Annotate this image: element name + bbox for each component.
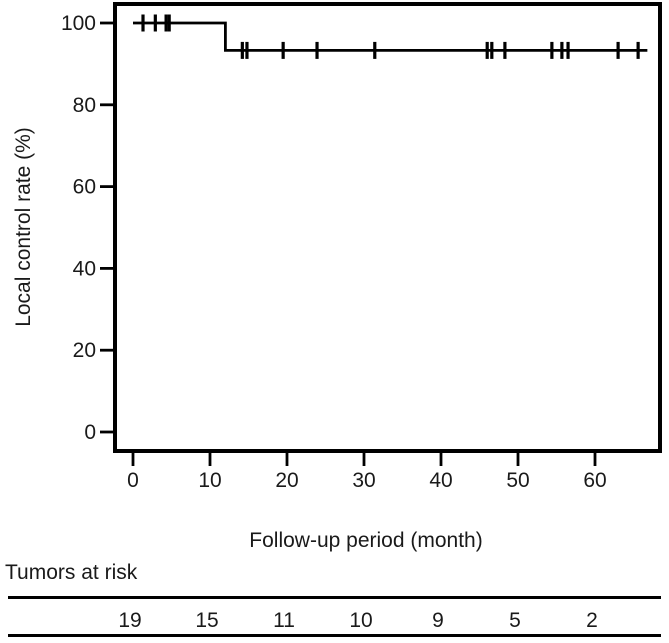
y-axis-tick-label: 80 xyxy=(73,94,96,117)
at-risk-count: 2 xyxy=(586,609,598,632)
x-axis-tick-label: 50 xyxy=(506,469,529,492)
at-risk-label: Tumors at risk xyxy=(5,561,138,584)
at-risk-count: 5 xyxy=(509,609,521,632)
at-risk-count: 9 xyxy=(432,609,444,632)
y-axis-label: Local control rate (%) xyxy=(12,127,35,327)
at-risk-count: 11 xyxy=(273,609,295,632)
y-axis-tick-label: 100 xyxy=(61,12,96,35)
x-axis-tick-label: 0 xyxy=(127,469,139,492)
x-axis-tick-label: 60 xyxy=(583,469,606,492)
y-axis-tick-label: 20 xyxy=(73,339,96,362)
x-axis-tick-label: 40 xyxy=(429,469,452,492)
y-axis-tick-label: 0 xyxy=(84,421,96,444)
plot-frame xyxy=(113,2,662,453)
at-risk-count: 19 xyxy=(118,609,141,632)
y-axis-tick-label: 60 xyxy=(73,176,96,199)
y-axis-tick-label: 40 xyxy=(73,257,96,280)
x-axis-tick-label: 10 xyxy=(198,469,221,492)
x-axis-tick-label: 20 xyxy=(275,469,298,492)
at-risk-count: 10 xyxy=(349,609,372,632)
at-risk-count: 15 xyxy=(195,609,218,632)
km-step-line xyxy=(133,21,648,52)
x-axis-tick-label: 30 xyxy=(352,469,375,492)
x-axis-label: Follow-up period (month) xyxy=(249,529,483,552)
